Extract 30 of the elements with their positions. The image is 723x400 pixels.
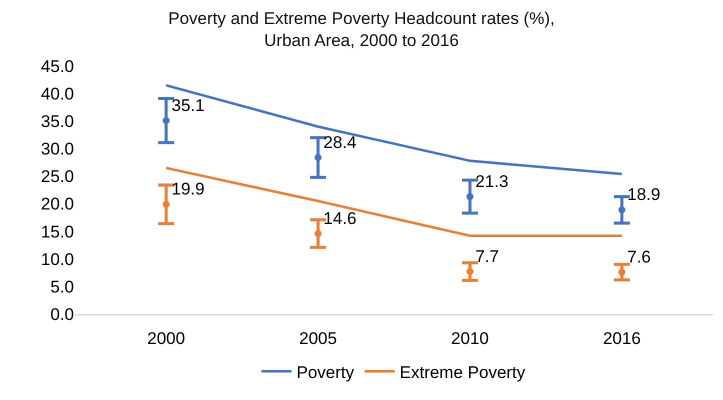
data-label: 35.1 — [172, 96, 205, 115]
point — [162, 117, 170, 124]
data-label: 21.3 — [475, 172, 508, 191]
y-tick-label: 20.0 — [40, 194, 74, 214]
y-tick-label: 0.0 — [50, 304, 74, 324]
chart-title: Poverty and Extreme Poverty Headcount rates (%), Urban Area, 2000 to 2016 — [168, 9, 555, 50]
line-series — [164, 84, 624, 176]
point — [618, 206, 626, 214]
data-label: 14.6 — [323, 208, 357, 228]
data-label: 28.4 — [323, 132, 357, 152]
data-label: 7.7 — [475, 246, 499, 266]
y-tick-label: 40.0 — [40, 84, 74, 104]
legend-label: Extreme Poverty — [400, 362, 526, 382]
x-tick-label: 2010 — [451, 328, 489, 348]
data-label: 18.9 — [627, 185, 660, 204]
y-tick-label: 15.0 — [40, 222, 74, 242]
y-tick-label: 45.0 — [40, 56, 74, 76]
data-label: 19.9 — [172, 180, 205, 199]
y-tick-label: 5.0 — [50, 277, 74, 296]
x-tick-label: 2005 — [299, 328, 337, 348]
x-tick-label: 2016 — [602, 328, 641, 348]
y-tick-label: 30.0 — [40, 140, 74, 159]
y-tick-label: 10.0 — [40, 250, 74, 269]
legend-label: Poverty — [296, 362, 355, 382]
x-tick-label: 2000 — [147, 328, 186, 348]
y-tick-label: 25.0 — [40, 167, 74, 186]
y-tick-label: 35.0 — [40, 112, 74, 132]
data-label: 7.6 — [627, 247, 651, 266]
point — [466, 193, 474, 200]
point — [314, 154, 322, 161]
